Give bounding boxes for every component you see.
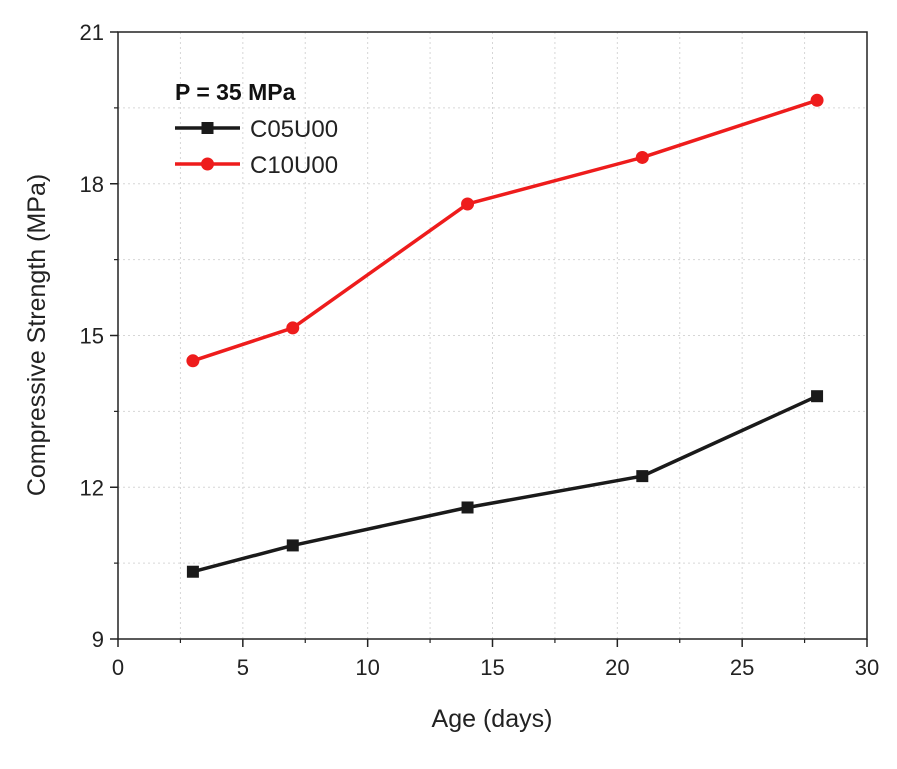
y-tick-label: 9	[92, 627, 104, 652]
data-point	[636, 470, 649, 483]
grid-layer	[118, 32, 867, 639]
x-tick-label: 15	[480, 655, 504, 680]
x-axis-title: Age (days)	[432, 705, 553, 733]
data-point	[810, 93, 824, 107]
legend-title: P = 35 MPa	[175, 79, 296, 105]
legend-marker	[201, 157, 214, 171]
data-point	[286, 539, 299, 552]
data-point	[186, 354, 200, 368]
legend: P = 35 MPa C05U00 C10U00	[175, 79, 338, 179]
x-tick-label: 5	[237, 655, 249, 680]
x-tick-label: 20	[605, 655, 629, 680]
series-line	[192, 394, 818, 574]
series-c05u00	[186, 390, 824, 578]
data-point	[461, 197, 475, 211]
legend-entry-c05u00: C05U00	[175, 116, 338, 143]
legend-entry-c10u00: C10U00	[175, 152, 338, 179]
y-tick-label: 18	[80, 172, 104, 197]
data-point	[811, 390, 824, 403]
legend-marker	[201, 122, 214, 134]
data-point	[461, 501, 474, 514]
legend-label: C05U00	[250, 116, 338, 143]
series-layer	[186, 93, 824, 578]
data-point	[286, 321, 300, 335]
y-axis-title: Compressive Strength (MPa)	[23, 174, 51, 496]
y-tick-label: 21	[80, 20, 104, 45]
x-tick-label: 0	[112, 655, 124, 680]
axes-layer: 0 5 10 15 20 25 30 9 12 15 18 21	[80, 20, 880, 680]
x-tick-label: 30	[855, 655, 879, 680]
legend-label: C10U00	[250, 152, 338, 179]
y-tick-label: 12	[80, 475, 104, 500]
series-c10u00	[186, 93, 824, 368]
data-point	[186, 565, 199, 578]
x-tick-label: 10	[355, 655, 379, 680]
data-point	[635, 150, 649, 164]
y-tick-label: 15	[80, 324, 104, 349]
x-tick-label: 25	[730, 655, 754, 680]
